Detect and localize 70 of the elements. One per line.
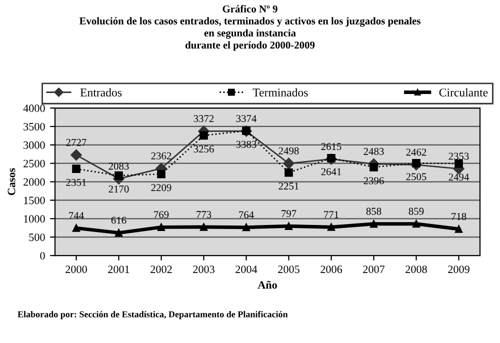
y-tick-label: 4000 bbox=[23, 104, 45, 112]
point bbox=[114, 171, 123, 180]
point bbox=[412, 220, 420, 228]
data-label: 858 bbox=[366, 208, 382, 215]
data-label: 2462 bbox=[406, 148, 426, 156]
data-label: 773 bbox=[196, 210, 212, 218]
x-tick-label: 2000 bbox=[66, 266, 87, 274]
data-label: 3256 bbox=[194, 146, 214, 153]
data-label: 2498 bbox=[278, 147, 299, 154]
y-tick-label: 3500 bbox=[24, 122, 45, 130]
text: Elaborado por: Sección de Estadística, Departamento de Planificación bbox=[18, 310, 288, 320]
point bbox=[157, 223, 166, 231]
data-label: 3372 bbox=[194, 115, 214, 122]
data-label: 2083 bbox=[108, 162, 129, 170]
y-tick-label: 1000 bbox=[24, 215, 45, 223]
x-axis-title: Año bbox=[258, 280, 277, 289]
data-label: 718 bbox=[452, 212, 466, 220]
point bbox=[72, 224, 80, 232]
x-tick-label: 2006 bbox=[320, 266, 342, 274]
y-tick-label: 2500 bbox=[24, 160, 45, 168]
data-label: 2494 bbox=[448, 174, 470, 181]
point bbox=[284, 168, 293, 177]
chart-title: Gráfico Nº 9 Evolución de los casos entrados, terminados y activos en los juzgados penales en segunda instancia durante el período 2000-2009 bbox=[79, 5, 420, 51]
data-label: 2170 bbox=[108, 186, 129, 193]
point bbox=[114, 229, 123, 237]
data-label: 744 bbox=[69, 212, 84, 219]
point bbox=[70, 149, 82, 161]
data-label: 771 bbox=[324, 211, 338, 218]
data-label: 2727 bbox=[66, 138, 86, 146]
data-label: 3374 bbox=[236, 115, 257, 122]
y-tick-label: 2000 bbox=[24, 178, 45, 186]
data-label: 2505 bbox=[406, 173, 426, 180]
x-tick-label: 2009 bbox=[448, 266, 470, 274]
data-label: 797 bbox=[282, 210, 296, 218]
point bbox=[242, 224, 250, 232]
data-label: 764 bbox=[239, 211, 254, 218]
legend-label: Circulante bbox=[439, 88, 488, 96]
legend-label: Terminados bbox=[252, 88, 308, 96]
x-tick-label: 2007 bbox=[363, 266, 385, 274]
point bbox=[370, 220, 378, 228]
y-tick-label: 1500 bbox=[24, 196, 45, 204]
point bbox=[200, 131, 208, 140]
y-tick-label: 500 bbox=[29, 234, 45, 242]
data-label: 769 bbox=[154, 211, 169, 218]
x-tick-label: 2004 bbox=[236, 266, 258, 274]
point bbox=[370, 163, 378, 172]
point bbox=[284, 222, 293, 230]
y-axis-title: Casos bbox=[8, 168, 16, 196]
point bbox=[72, 164, 80, 174]
point bbox=[200, 223, 208, 231]
data-label: 2353 bbox=[448, 152, 469, 160]
x-tick-label: 2005 bbox=[278, 266, 300, 274]
point bbox=[327, 154, 336, 162]
legend-label: Entrados bbox=[80, 88, 122, 96]
point bbox=[157, 170, 166, 178]
x-tick-label: 2002 bbox=[150, 266, 172, 274]
data-label: 2362 bbox=[151, 152, 172, 160]
point bbox=[454, 225, 463, 233]
data-label: 2641 bbox=[321, 168, 342, 176]
x-tick-label: 2008 bbox=[406, 266, 427, 274]
data-label: 2209 bbox=[151, 184, 172, 192]
y-tick-label: 0 bbox=[40, 252, 45, 260]
point bbox=[283, 158, 294, 170]
data-label: 2483 bbox=[364, 148, 384, 155]
data-label: 2251 bbox=[278, 182, 299, 190]
point bbox=[327, 223, 336, 231]
data-label: 859 bbox=[408, 208, 424, 215]
x-tick-label: 2001 bbox=[108, 266, 130, 274]
x-tick-label: 2003 bbox=[193, 266, 214, 274]
y-tick-label: 3000 bbox=[24, 141, 45, 149]
